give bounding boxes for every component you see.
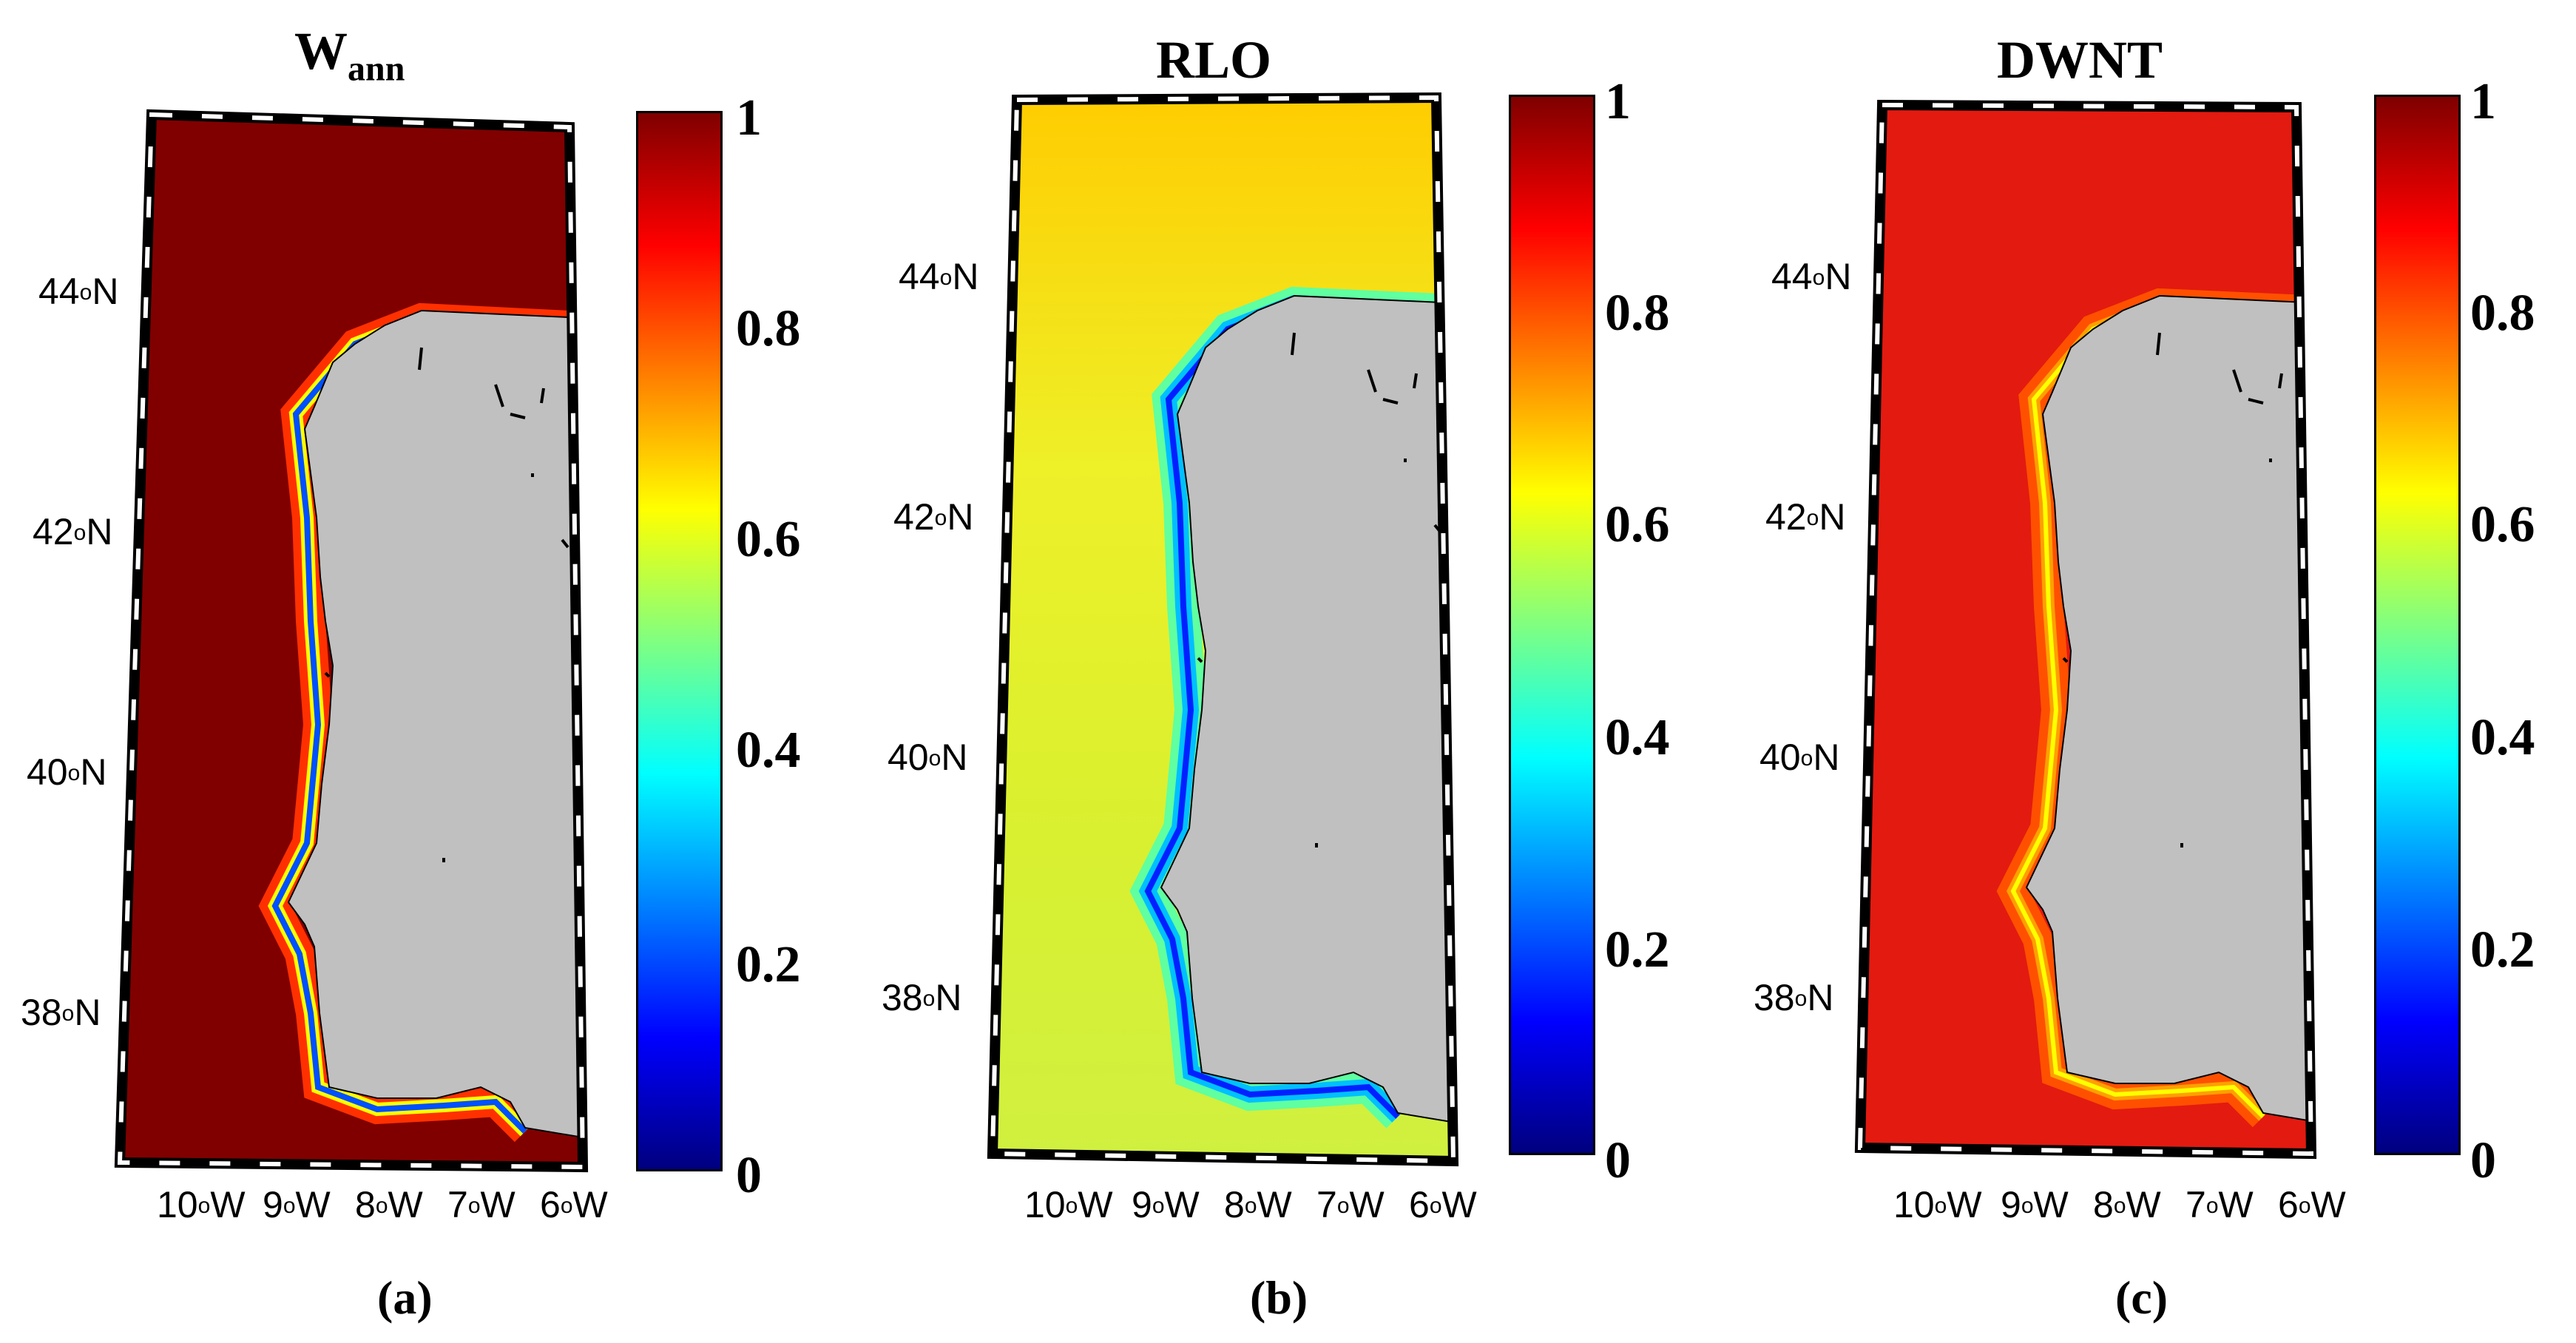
panel-c-cb-tick-0.2: 0.2: [2470, 921, 2535, 978]
panel-a-lon-7: 7oW: [447, 1184, 515, 1225]
panel-a-lon-6: 6oW: [540, 1184, 608, 1225]
panel-a-caption: (a): [377, 1271, 433, 1324]
panel-b-lat-44: 44oN: [899, 256, 979, 297]
panel-b-title: RLO: [1156, 30, 1272, 89]
panel-b-lat-38: 38oN: [882, 977, 962, 1018]
panel-b-lon-6: 6oW: [1409, 1184, 1477, 1225]
panel-b-frame: [987, 92, 1459, 1167]
panel-b-cb-tick-0.2: 0.2: [1605, 921, 1670, 978]
panel-a-lon-8: 8oW: [355, 1184, 423, 1225]
panel-b-lat-40: 40oN: [888, 737, 968, 778]
panel-b-land: [1160, 294, 1453, 1126]
panel-a-rivers: [324, 347, 569, 862]
panel-a-lon-9: 9oW: [263, 1184, 331, 1225]
panel-c-cb-tick-0: 0: [2470, 1132, 2496, 1189]
panel-a-lat-44: 44oN: [38, 271, 119, 312]
panel-b-lon-9: 9oW: [1132, 1184, 1200, 1225]
panel-a-cb-tick-0.2: 0.2: [736, 936, 801, 993]
panel-c-land: [2025, 294, 2311, 1126]
panel-c-lat-44: 44oN: [1771, 256, 1852, 297]
panel-c-caption: (c): [2115, 1271, 2168, 1324]
panel-c-cb-tick-0.6: 0.6: [2470, 496, 2535, 553]
panel-a-lat-42: 42oN: [33, 511, 113, 552]
panel-b-cb-tick-0.8: 0.8: [1605, 285, 1670, 342]
panel-b-lon-10: 10oW: [1024, 1184, 1113, 1225]
panel-c-lon-8: 8oW: [2093, 1184, 2161, 1225]
panel-c-frame-dash: [1857, 102, 2314, 1157]
panel-a-map: [114, 109, 589, 1173]
panel-c-lon-10: 10oW: [1893, 1184, 1982, 1225]
panel-a-lat-38: 38oN: [21, 992, 101, 1033]
panel-a-cb-tick-0: 0: [736, 1147, 762, 1204]
panel-a-cb-tick-0.8: 0.8: [736, 300, 801, 357]
panel-c-cb-tick-0.4: 0.4: [2470, 709, 2535, 766]
panel-a-lon-10: 10oW: [157, 1184, 246, 1225]
panel-a-frame-dash: [117, 112, 586, 1170]
panel-c-lon-9: 9oW: [2001, 1184, 2069, 1225]
panel-c-lat-38: 38oN: [1754, 977, 1834, 1018]
panel-c-title: DWNT: [1997, 30, 2163, 89]
panel-c-lon-6: 6oW: [2278, 1184, 2346, 1225]
panel-c-cb-tick-1: 1: [2470, 73, 2496, 130]
panel-a-lat-40: 40oN: [27, 751, 107, 793]
panel-c-map: [1854, 99, 2317, 1160]
panel-a-cb-tick-0.6: 0.6: [736, 511, 801, 568]
panel-b-map: [987, 92, 1459, 1167]
panel-b-lat-42: 42oN: [893, 496, 974, 538]
panel-c-lon-7: 7oW: [2185, 1184, 2254, 1225]
panel-a-title: Wann: [294, 21, 405, 89]
panel-a-cb-tick-0.4: 0.4: [736, 722, 801, 779]
panel-b-caption: (b): [1250, 1271, 1308, 1324]
panel-c-lat-42: 42oN: [1765, 496, 1846, 538]
panel-c-colorbar: [2374, 95, 2461, 1155]
panel-b-cb-tick-0: 0: [1605, 1132, 1631, 1189]
panel-a-cb-tick-1: 1: [736, 89, 762, 146]
panel-b-lon-7: 7oW: [1316, 1184, 1385, 1225]
panel-a-colorbar: [636, 111, 723, 1171]
panel-b-cb-tick-0.6: 0.6: [1605, 496, 1670, 553]
panel-a-land: [287, 309, 583, 1140]
panel-b-cb-tick-0.4: 0.4: [1605, 709, 1670, 766]
panel-b-colorbar: [1509, 95, 1595, 1155]
panel-b-rivers: [1197, 332, 1442, 848]
panel-c-cb-tick-0.8: 0.8: [2470, 285, 2535, 342]
panel-b-lon-8: 8oW: [1224, 1184, 1292, 1225]
panel-b-cb-tick-1: 1: [1605, 73, 1631, 130]
panel-c-lat-40: 40oN: [1759, 737, 1840, 778]
